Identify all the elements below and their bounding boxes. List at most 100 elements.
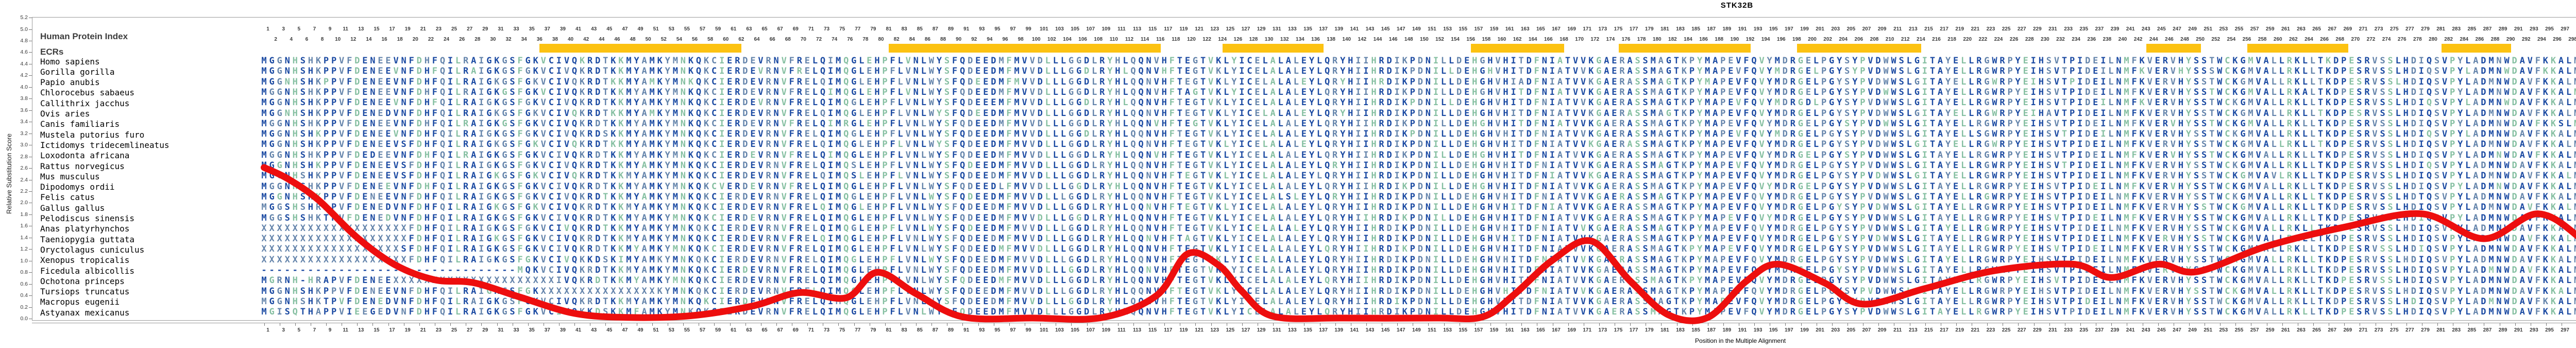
y-tick-label: 0.4 (20, 292, 28, 299)
species-label: Loxodonta africana (40, 151, 130, 161)
x-tick-mark (1211, 323, 1212, 326)
x-tick-mark (1009, 323, 1010, 326)
x-tick-mark (714, 323, 715, 326)
y-tick-label: 2.8 (20, 153, 28, 160)
ecr-block (1797, 44, 1922, 53)
species-label: Tursiops truncatus (40, 287, 130, 297)
x-tick-mark (1956, 323, 1957, 326)
x-tick-mark (605, 323, 606, 326)
y-tick-label: 0.2 (20, 304, 28, 310)
x-tick-mark (2189, 323, 2190, 326)
x-tick-mark (1071, 323, 1072, 326)
x-tick-mark (730, 323, 731, 326)
x-tick-mark (419, 323, 420, 326)
x-tick-mark (2235, 323, 2236, 326)
y-tick-mark (29, 307, 32, 308)
x-tick-mark (854, 323, 855, 326)
y-tick-mark (29, 29, 32, 30)
x-tick-mark (1661, 323, 1662, 326)
species-label: Gorilla gorilla (40, 67, 115, 77)
position-numbers-bottom: 1 3 5 7 9 11 13 15 17 19 21 23 25 27 29 31 33 35 37 39 41 43 4… (266, 327, 2569, 333)
species-label: Felis catus (40, 192, 95, 203)
y-tick-label: 0.0 (20, 316, 28, 322)
x-tick-mark (962, 323, 963, 326)
y-tick-label: 5.0 (20, 26, 28, 32)
y-tick-label: 5.2 (20, 14, 28, 21)
x-tick-mark (1164, 323, 1165, 326)
y-tick-mark (29, 214, 32, 215)
y-tick-label: 0.6 (20, 280, 28, 287)
ecr-block (889, 44, 1161, 53)
x-tick-mark (1490, 323, 1491, 326)
species-label: Ficedula albicollis (40, 266, 135, 276)
y-tick-label: 1.4 (20, 234, 28, 241)
x-tick-mark (450, 323, 451, 326)
y-tick-mark (29, 110, 32, 111)
ecr-block (2247, 44, 2348, 53)
species-label: Mustela putorius furo (40, 129, 145, 140)
x-tick-mark (1630, 323, 1631, 326)
x-tick-mark (2391, 323, 2392, 326)
x-tick-mark (652, 323, 653, 326)
x-tick-mark (1521, 323, 1522, 326)
x-tick-mark (2018, 323, 2019, 326)
x-tick-mark (2080, 323, 2081, 326)
x-tick-mark (2437, 323, 2438, 326)
x-tick-mark (776, 323, 777, 326)
species-label: Xenopus tropicalis (40, 255, 130, 266)
position-numbers-top-odd: 1 3 5 7 9 11 13 15 17 19 21 23 25 27 29 31 33 35 37 39 41 43 4… (266, 26, 2569, 32)
species-label: Oryctolagus cuniculus (40, 244, 145, 255)
x-tick-mark (1878, 323, 1879, 326)
x-tick-mark (1785, 323, 1786, 326)
y-tick-label: 2.4 (20, 176, 28, 183)
ecrs-label: ECRs (40, 47, 64, 57)
x-axis-label: Position in the Multiple Alignment (1695, 337, 1786, 344)
y-tick-label: 2.2 (20, 188, 28, 194)
x-tick-mark (621, 323, 622, 326)
position-numbers-top-even: 2 4 6 8 10 12 14 16 18 20 22 24 26 28 30 32 34 36 38 40 42 44… (274, 37, 2576, 42)
species-label: Mus musculus (40, 171, 100, 181)
x-tick-mark (1273, 323, 1274, 326)
x-tick-mark (745, 323, 746, 326)
x-tick-mark (1040, 323, 1041, 326)
x-tick-mark (1599, 323, 1600, 326)
y-tick-label: 1.0 (20, 257, 28, 264)
x-tick-mark (2158, 323, 2159, 326)
y-tick-mark (29, 87, 32, 88)
y-tick-label: 3.4 (20, 119, 28, 125)
ecr-block (2146, 44, 2201, 53)
species-label: Chlorocebus sabaeus (40, 88, 135, 98)
ecr-block (1471, 44, 1565, 53)
species-label: Anas platyrhynchos (40, 224, 130, 234)
y-tick-mark (29, 272, 32, 273)
x-tick-mark (916, 323, 917, 326)
x-tick-mark (326, 323, 327, 326)
y-tick-label: 1.2 (20, 246, 28, 253)
ecr-block (1223, 44, 1324, 53)
x-tick-mark (388, 323, 389, 326)
y-tick-mark (29, 249, 32, 250)
x-tick-mark (1397, 323, 1398, 326)
x-tick-mark (1723, 323, 1724, 326)
ecr-block (539, 44, 742, 53)
x-tick-mark (574, 323, 575, 326)
species-label: Callithrix jacchus (40, 98, 130, 108)
x-tick-mark (2406, 323, 2407, 326)
species-label: Canis familiaris (40, 119, 120, 129)
x-tick-mark (1366, 323, 1367, 326)
x-tick-mark (1754, 323, 1755, 326)
